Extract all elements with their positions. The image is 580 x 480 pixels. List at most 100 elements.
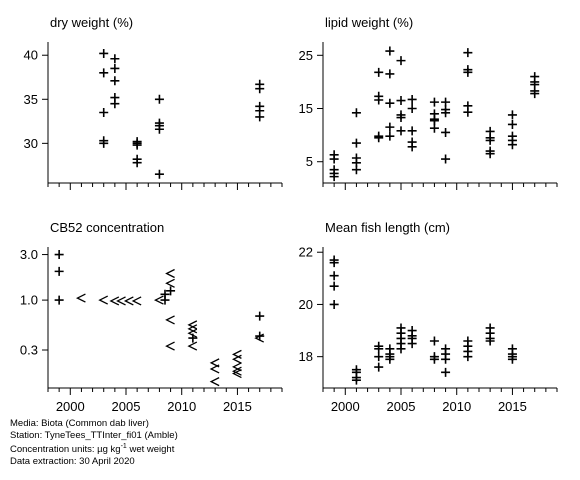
plus-marker <box>441 354 451 364</box>
plus-marker <box>407 104 417 114</box>
plus-marker <box>485 135 495 145</box>
plus-marker <box>160 295 170 305</box>
plus-marker <box>166 286 176 296</box>
plus-marker <box>255 84 265 94</box>
plus-marker <box>154 169 164 179</box>
plus-marker <box>507 140 517 150</box>
plus-marker <box>110 76 120 86</box>
plus-marker <box>329 271 339 281</box>
plus-marker <box>110 54 120 64</box>
plus-marker <box>385 46 395 56</box>
panel-title: dry weight (%) <box>50 15 133 30</box>
plus-marker <box>441 154 451 164</box>
plus-marker <box>329 258 339 268</box>
y-tick-label: 0.3 <box>20 343 38 358</box>
less-than-marker <box>165 268 175 279</box>
plus-marker <box>132 158 142 168</box>
plus-marker <box>99 48 109 58</box>
less-than-marker <box>209 364 220 374</box>
plus-marker <box>154 124 164 134</box>
footer-media: Media: Biota (Common dab liver) <box>10 418 149 429</box>
plus-marker <box>429 97 439 107</box>
plus-marker <box>110 99 120 109</box>
plus-marker <box>374 344 384 354</box>
plus-marker <box>396 96 406 106</box>
plus-marker <box>351 138 361 148</box>
y-tick-label: 5 <box>306 154 313 169</box>
plus-marker <box>255 112 265 122</box>
plus-marker <box>351 165 361 175</box>
footer-extraction: Data extraction: 30 April 2020 <box>10 455 135 467</box>
plus-marker <box>463 107 473 117</box>
plus-marker <box>407 126 417 136</box>
footer-units-prefix: Concentration units: µg kg <box>10 444 121 456</box>
x-tick-label: 2005 <box>112 399 141 414</box>
less-than-marker <box>187 341 198 351</box>
plus-marker <box>329 299 339 309</box>
y-tick-label: 1.0 <box>20 293 38 308</box>
x-tick-label: 2015 <box>498 399 527 414</box>
plus-marker <box>441 108 451 118</box>
plus-marker <box>396 126 406 136</box>
less-than-marker <box>165 315 175 325</box>
plus-marker <box>396 344 406 354</box>
less-than-marker <box>75 293 86 303</box>
less-than-marker <box>187 328 198 338</box>
plus-marker <box>429 354 439 364</box>
plus-marker <box>396 113 406 123</box>
plus-marker <box>385 131 395 141</box>
plus-marker <box>188 333 198 343</box>
plus-marker <box>407 94 417 104</box>
panel-title: CB52 concentration <box>50 220 164 235</box>
less-than-marker <box>165 278 175 288</box>
plus-marker <box>463 67 473 77</box>
plus-marker <box>154 94 164 104</box>
plus-marker <box>99 68 109 78</box>
plus-marker <box>385 122 395 132</box>
less-than-marker <box>209 377 220 387</box>
footer-units-exponent: -1 <box>120 443 127 450</box>
panel-dry-weight: dry weight (%) 30 35 40 <box>24 15 283 190</box>
y-tick-label: 30 <box>24 136 38 151</box>
less-than-marker <box>254 333 265 343</box>
x-tick-label: 2010 <box>167 399 196 414</box>
plus-marker <box>54 266 64 276</box>
plus-marker <box>329 154 339 164</box>
plus-marker <box>132 140 142 150</box>
x-tick-label: 2015 <box>223 399 252 414</box>
plus-marker <box>407 142 417 152</box>
plus-marker <box>351 375 361 385</box>
less-than-marker <box>209 358 220 368</box>
plus-marker <box>110 63 120 73</box>
plus-marker <box>374 95 384 105</box>
y-tick-label: 15 <box>299 101 313 116</box>
plus-marker <box>441 367 451 377</box>
metadata-footer: Media: Biota (Common dab liver) Station:… <box>10 418 178 467</box>
less-than-marker <box>231 354 242 364</box>
plus-marker <box>329 172 339 182</box>
panel-title: Mean fish length (cm) <box>325 220 450 235</box>
plus-marker <box>396 56 406 66</box>
plus-marker <box>351 108 361 118</box>
less-than-marker <box>98 295 109 305</box>
y-tick-label: 35 <box>24 92 38 107</box>
plus-marker <box>485 149 495 159</box>
x-tick-label: 2000 <box>56 399 85 414</box>
plus-marker <box>407 339 417 349</box>
y-tick-label: 20 <box>299 297 313 312</box>
panel-cb52-concentration: CB52 concentration 2000 2005 2010 2015 0.3 1.0… <box>20 220 283 414</box>
plus-marker <box>329 281 339 291</box>
plus-marker <box>99 138 109 148</box>
less-than-marker <box>187 320 198 330</box>
less-than-marker <box>123 296 134 306</box>
plus-marker <box>485 336 495 346</box>
less-than-marker <box>187 324 198 334</box>
plus-marker <box>374 67 384 77</box>
plus-marker <box>507 110 517 120</box>
plus-marker <box>54 295 64 305</box>
panel-title: lipid weight (%) <box>325 15 413 30</box>
y-tick-label: 3.0 <box>20 247 38 262</box>
x-tick-label: 2010 <box>442 399 471 414</box>
x-tick-label: 2005 <box>387 399 416 414</box>
